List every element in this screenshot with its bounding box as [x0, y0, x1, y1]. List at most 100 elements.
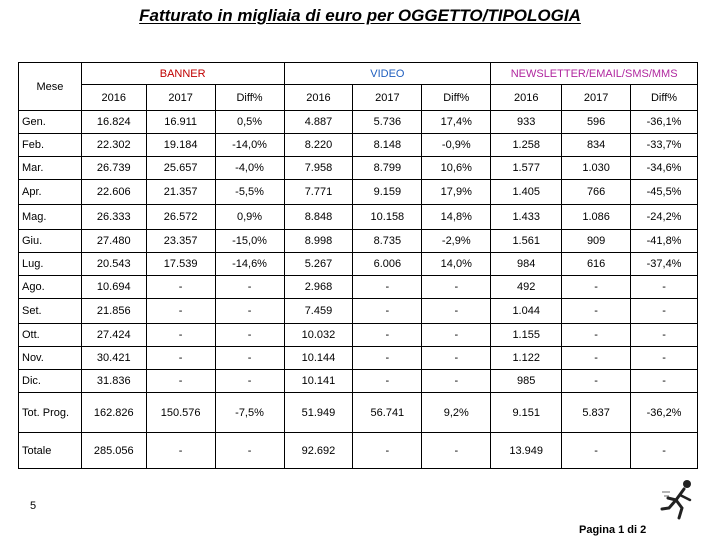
table-cell: 30.421	[80, 346, 147, 370]
table-cell: 1.030	[561, 156, 632, 180]
row-label: Feb.	[18, 133, 82, 157]
table-cell: -	[421, 346, 492, 370]
table-cell: 909	[561, 229, 632, 253]
table-cell: 1.044	[490, 298, 563, 324]
table-cell: -	[561, 298, 632, 324]
table-cell: 1.258	[490, 133, 563, 157]
row-label: Tot. Prog.	[18, 392, 82, 433]
table-cell: 10.141	[283, 369, 354, 393]
table-cell: -	[214, 432, 285, 469]
column-header: 2016	[80, 84, 147, 111]
table-cell: 21.357	[145, 179, 216, 205]
group-header-newsletter: NEWSLETTER/EMAIL/SMS/MMS	[490, 62, 698, 85]
table-cell: -	[352, 275, 423, 299]
table-cell: -	[561, 369, 632, 393]
column-header: 2016	[283, 84, 354, 111]
table-cell: -33,7%	[630, 133, 698, 157]
column-header: 2017	[352, 84, 423, 111]
table-cell: -	[352, 346, 423, 370]
group-header-banner: BANNER	[80, 62, 285, 85]
table-cell: 20.543	[80, 252, 147, 276]
table-cell: 985	[490, 369, 563, 393]
table-cell: -	[352, 298, 423, 324]
table-row: Set. 21.856- -7.459- -1.044- -	[18, 298, 698, 324]
table-row: Mag. 26.333 26.572 0,9% 8.848 10.158 14,8% 1.43…	[18, 204, 698, 230]
table-cell: 22.606	[80, 179, 147, 205]
table-cell: 7.771	[283, 179, 354, 205]
table-cell: 8.735	[352, 229, 423, 253]
table-cell: -24,2%	[630, 204, 698, 230]
table-row: Mar. 26.739 25.657 -4,0% 7.958 8.799 10,6% 1.57…	[18, 156, 698, 180]
table-cell: -	[561, 432, 632, 469]
table-cell: 8.799	[352, 156, 423, 180]
table-cell: 27.424	[80, 323, 147, 347]
running-figure-icon	[660, 480, 692, 520]
table-cell: -2,9%	[421, 229, 492, 253]
table-cell: 150.576	[145, 392, 216, 433]
table-cell: 21.856	[80, 298, 147, 324]
table-cell: 1.577	[490, 156, 563, 180]
table-cell: -	[421, 298, 492, 324]
table-cell: 1.122	[490, 346, 563, 370]
table-cell: -	[214, 323, 285, 347]
table-cell: 26.739	[80, 156, 147, 180]
table-cell: -	[352, 432, 423, 469]
table-cell: -34,6%	[630, 156, 698, 180]
table-cell: 19.184	[145, 133, 216, 157]
table-cell: -	[145, 298, 216, 324]
table-cell: 8.998	[283, 229, 354, 253]
table-cell: -	[145, 323, 216, 347]
table-cell: 6.006	[352, 252, 423, 276]
table-cell: -	[214, 298, 285, 324]
table-cell: 25.657	[145, 156, 216, 180]
row-label: Mag.	[18, 204, 82, 230]
table-cell: -	[421, 369, 492, 393]
table-row: Totale 285.056- -92.692- -13.949- -	[18, 432, 698, 469]
row-label: Dic.	[18, 369, 82, 393]
page-title: Fatturato in migliaia di euro per OGGETT…	[139, 6, 581, 25]
table-cell: -0,9%	[421, 133, 492, 157]
table-cell: -	[630, 323, 698, 347]
row-label: Ott.	[18, 323, 82, 347]
table-row: Apr. 22.606 21.357 -5,5% 7.771 9.159 17,9% 1.40…	[18, 179, 698, 205]
table-row: Gen. 16.824 16.911 0,5% 4.887 5.736 17,4% 933 59…	[18, 110, 698, 134]
table-cell: -7,5%	[214, 392, 285, 433]
table-cell: 9.159	[352, 179, 423, 205]
table-row: Nov. 30.421- -10.144- -1.122- -	[18, 346, 698, 370]
table-cell: 27.480	[80, 229, 147, 253]
table-cell: -14,6%	[214, 252, 285, 276]
row-label: Totale	[18, 432, 82, 469]
table-cell: 5.837	[561, 392, 632, 433]
table-cell: 56.741	[352, 392, 423, 433]
table-cell: 1.405	[490, 179, 563, 205]
table-cell: -	[145, 369, 216, 393]
table-cell: 616	[561, 252, 632, 276]
table-cell: -	[421, 323, 492, 347]
table-cell: 1.561	[490, 229, 563, 253]
table-cell: -	[630, 275, 698, 299]
table-cell: 596	[561, 110, 632, 134]
table-cell: -	[352, 323, 423, 347]
row-label: Gen.	[18, 110, 82, 134]
table-cell: 5.267	[283, 252, 354, 276]
table-cell: -	[421, 432, 492, 469]
table-cell: 13.949	[490, 432, 563, 469]
table-cell: 10.032	[283, 323, 354, 347]
table-cell: 1.155	[490, 323, 563, 347]
column-header: 2017	[561, 84, 632, 111]
table-cell: 1.086	[561, 204, 632, 230]
table-cell: 7.958	[283, 156, 354, 180]
table-cell: 10.694	[80, 275, 147, 299]
table-cell: 10,6%	[421, 156, 492, 180]
table-cell: -	[561, 346, 632, 370]
table-cell: 23.357	[145, 229, 216, 253]
row-label: Set.	[18, 298, 82, 324]
table-cell: 22.302	[80, 133, 147, 157]
table-cell: 285.056	[80, 432, 147, 469]
table-cell: 26.572	[145, 204, 216, 230]
table-cell: 1.433	[490, 204, 563, 230]
table-cell: -	[630, 369, 698, 393]
table-cell: 4.887	[283, 110, 354, 134]
table-cell: 8.220	[283, 133, 354, 157]
table-row: Tot. Prog. 162.826 150.576 -7,5% 51.949 56.74…	[18, 392, 698, 433]
